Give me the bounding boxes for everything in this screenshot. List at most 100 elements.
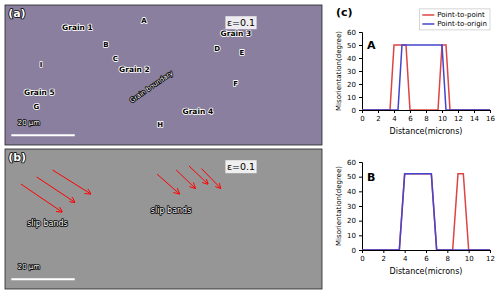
tick-label: 10 bbox=[347, 232, 356, 240]
tick-mark bbox=[394, 110, 395, 113]
annotation: 20 μm bbox=[18, 263, 41, 271]
y-axis: 0102030405060 bbox=[347, 159, 362, 255]
tick: 0 bbox=[352, 107, 362, 115]
axis-line bbox=[363, 111, 491, 114]
annotation: G bbox=[34, 103, 40, 111]
tick-mark bbox=[359, 191, 362, 192]
annotation-box bbox=[225, 160, 256, 173]
series-line bbox=[362, 45, 490, 110]
arrow bbox=[53, 170, 91, 194]
series-line bbox=[362, 174, 490, 250]
tick-mark bbox=[458, 110, 459, 113]
tick-label: 60 bbox=[347, 159, 356, 167]
tick: 8 bbox=[446, 250, 450, 263]
tick-label: 0 bbox=[352, 247, 356, 255]
line-chart: 0246810120102030405060Distance(microns)M… bbox=[335, 159, 495, 276]
annotation: E bbox=[240, 49, 245, 57]
annotation: ε=0.1 bbox=[227, 161, 255, 172]
annotation: H bbox=[157, 121, 163, 129]
annotation: B bbox=[103, 41, 108, 49]
tick: 12 bbox=[454, 110, 463, 123]
tick: 2 bbox=[376, 110, 380, 123]
tick: 8 bbox=[424, 110, 428, 123]
tick: 4 bbox=[392, 110, 397, 123]
tick-label: 30 bbox=[347, 203, 356, 211]
y-axis-title: Misorientation(degree) bbox=[335, 31, 343, 111]
tick-mark bbox=[426, 250, 427, 253]
annotation: Grain 5 bbox=[24, 88, 55, 97]
tick-label: 40 bbox=[347, 55, 356, 63]
panel-title: B bbox=[367, 171, 375, 184]
tick: 20 bbox=[347, 217, 362, 225]
tick: 0 bbox=[352, 247, 362, 255]
tick: 30 bbox=[347, 68, 362, 76]
tick-mark bbox=[410, 110, 411, 113]
tick-mark bbox=[426, 110, 427, 113]
tick: 50 bbox=[347, 42, 362, 50]
tick-mark bbox=[359, 206, 362, 207]
line-chart: 02468101214160102030405060Distance(micro… bbox=[335, 6, 495, 136]
tick-label: 10 bbox=[465, 255, 474, 263]
tick-mark bbox=[359, 58, 362, 59]
x-axis: 0246810121416 bbox=[360, 110, 495, 123]
annotation: D bbox=[214, 45, 220, 53]
tick-label: 50 bbox=[347, 173, 356, 181]
annotation: slip bands bbox=[27, 219, 68, 228]
tick: 10 bbox=[347, 232, 362, 240]
tick-mark bbox=[442, 110, 443, 113]
legend-frame bbox=[419, 9, 490, 30]
tick: 10 bbox=[465, 250, 474, 263]
plot-area bbox=[362, 174, 490, 250]
scale-bar bbox=[11, 134, 74, 136]
tick: 10 bbox=[347, 94, 362, 102]
tick-label: 4 bbox=[403, 255, 408, 263]
tick: 20 bbox=[347, 81, 362, 89]
tick-label: 14 bbox=[470, 115, 479, 123]
tick-label: 4 bbox=[392, 115, 397, 123]
tick-label: 60 bbox=[347, 29, 356, 37]
annotation: Grain 1 bbox=[62, 23, 93, 32]
legend: Point-to-pointPoint-to-origin bbox=[419, 9, 490, 30]
tick-label: 0 bbox=[352, 107, 356, 115]
tick-label: 12 bbox=[454, 115, 463, 123]
tick: 6 bbox=[424, 250, 429, 263]
tick-label: 20 bbox=[347, 81, 356, 89]
tick-mark bbox=[359, 221, 362, 222]
tick: 60 bbox=[347, 159, 362, 167]
tick-mark bbox=[474, 110, 475, 113]
tick-mark bbox=[359, 84, 362, 85]
tick: 0 bbox=[360, 110, 364, 123]
tick: 2 bbox=[382, 250, 386, 263]
arrow bbox=[176, 170, 195, 188]
tick-mark bbox=[359, 177, 362, 178]
tick-mark bbox=[359, 162, 362, 163]
tick-label: 0 bbox=[360, 255, 364, 263]
tick: 0 bbox=[360, 250, 364, 263]
tick-label: 10 bbox=[347, 94, 356, 102]
tick-mark bbox=[359, 32, 362, 33]
tick-mark bbox=[490, 250, 491, 253]
annotation: Grain 4 bbox=[183, 107, 214, 116]
legend-swatch bbox=[422, 14, 434, 16]
image-panel: (b)ε=0.1slip bandsslip bands20 μm bbox=[5, 149, 322, 289]
tick: 6 bbox=[408, 110, 413, 123]
x-axis: 0 2 4 6 8 10 12 bbox=[360, 250, 495, 263]
scale-bar bbox=[11, 278, 74, 280]
annotation: 20 μm bbox=[18, 119, 41, 127]
x-axis-title: Distance(microns) bbox=[390, 267, 463, 276]
annotation: Grain 3 bbox=[221, 29, 252, 38]
x-axis-title: Distance(microns) bbox=[390, 127, 463, 136]
panel-label: (b) bbox=[8, 151, 26, 164]
tick-mark bbox=[359, 250, 362, 251]
tick-mark bbox=[490, 110, 491, 113]
figure: (a)ε=0.1Grain 1Grain 2Grain 3Grain 4Grai… bbox=[0, 0, 500, 294]
tick-label: 30 bbox=[347, 68, 356, 76]
annotation: F bbox=[233, 80, 238, 88]
legend-label: Point-to-point bbox=[437, 11, 485, 19]
series-line bbox=[362, 45, 490, 110]
tick-label: 12 bbox=[486, 255, 495, 263]
tick-label: 2 bbox=[382, 255, 386, 263]
legend-swatch bbox=[422, 23, 434, 25]
tick-label: 6 bbox=[408, 115, 413, 123]
panel-title: A bbox=[367, 39, 376, 52]
